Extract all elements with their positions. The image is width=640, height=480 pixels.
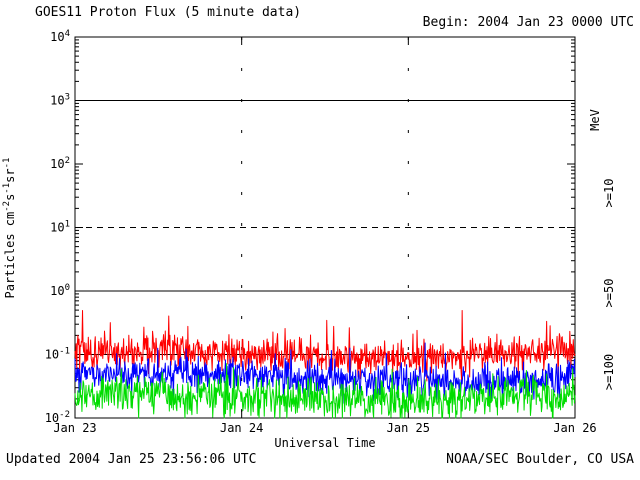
x-axis-title: Universal Time: [274, 436, 375, 450]
legend-label-MeV: MeV: [588, 109, 602, 131]
legend-label-10: >=10: [602, 179, 616, 208]
series-line-ge100: [74, 363, 576, 419]
y-tick-label: 102: [50, 156, 70, 171]
legend-label-100: >=100: [602, 354, 616, 390]
series-lines: [74, 310, 576, 419]
legend-label-50: >=50: [602, 279, 616, 308]
chart-title: GOES11 Proton Flux (5 minute data): [35, 5, 301, 20]
updated-timestamp-label: Updated 2004 Jan 25 23:56:06 UTC: [6, 452, 256, 467]
x-tick-labels: Jan 23 Jan 24 Jan 25 Jan 26: [53, 421, 596, 435]
y-tick-label: 10-2: [45, 410, 70, 425]
x-tick-label: Jan 23: [53, 421, 96, 435]
x-tick-label: Jan 25: [387, 421, 430, 435]
y-axis-title: Particles cm-2s-1sr-1: [2, 158, 17, 299]
y-tick-label: 10-1: [45, 347, 70, 362]
x-tick-label: Jan 26: [553, 421, 596, 435]
y-axis-title-group: Particles cm-2s-1sr-1: [2, 158, 17, 299]
y-tick-label: 101: [50, 220, 70, 235]
y-tick-label: 103: [50, 93, 70, 108]
x-tick-label: Jan 24: [220, 421, 263, 435]
y-tick-label: 104: [50, 29, 70, 44]
credit-label: NOAA/SEC Boulder, CO USA: [446, 452, 634, 467]
y-tick-label: 100: [50, 283, 70, 298]
right-axis-labels: MeV >=10 >=50 >=100: [588, 109, 616, 390]
begin-timestamp-label: Begin: 2004 Jan 23 0000 UTC: [423, 15, 634, 30]
series-line-ge10: [74, 310, 576, 382]
y-tick-labels: 104 103 102 101 100 10-1 10-2: [45, 29, 70, 425]
